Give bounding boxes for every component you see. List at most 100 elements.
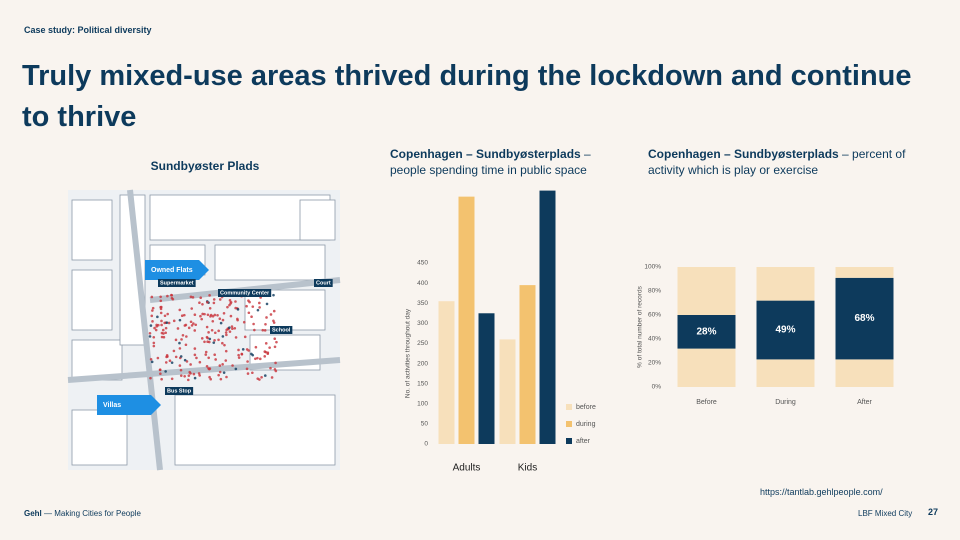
y-tick-label: 0 — [424, 441, 428, 448]
map-activity-dot — [154, 328, 158, 332]
map-activity-dot — [190, 307, 194, 310]
map-activity-dot — [218, 370, 222, 374]
map-activity-dot — [260, 376, 263, 379]
y-tick-label: 100 — [417, 400, 428, 407]
map-activity-dot — [222, 371, 226, 374]
map-activity-dot — [150, 295, 154, 299]
map-activity-dot — [234, 367, 238, 371]
data-label: 49% — [775, 325, 795, 336]
map-activity-dot — [228, 299, 232, 302]
map-activity-dot — [212, 341, 216, 344]
map-activity-dot — [274, 361, 277, 365]
x-tick-label: Adults — [453, 463, 481, 474]
map-activity-dot — [155, 323, 158, 327]
x-tick-label: Before — [696, 399, 717, 406]
map-activity-dot — [264, 322, 267, 326]
bar-segment — [835, 267, 894, 278]
map-activity-dot — [225, 333, 228, 337]
map-activity-dot — [200, 317, 203, 321]
map-activity-dot — [185, 335, 188, 338]
map-activity-dot — [150, 360, 154, 364]
map-title: Sundbyøster Plads — [150, 159, 260, 173]
map-activity-dot — [251, 305, 255, 308]
map-activity-dot — [231, 364, 234, 367]
map-activity-dot — [236, 318, 239, 322]
map-activity-dot — [243, 335, 247, 339]
bar-segment — [756, 267, 815, 301]
data-label: 28% — [696, 326, 716, 337]
map-activity-dot — [187, 326, 191, 330]
map-activity-dot — [164, 326, 168, 330]
map-activity-dot — [211, 319, 215, 323]
map-activity-dot — [208, 307, 212, 310]
callout — [97, 395, 161, 415]
brand: Gehl — [24, 509, 42, 518]
map-activity-dot — [228, 303, 231, 307]
map-activity-dot — [180, 338, 183, 341]
callout-label: Owned Flats — [151, 267, 193, 274]
bar — [438, 301, 455, 444]
map-activity-dot — [148, 335, 152, 338]
map-activity-dot — [206, 301, 209, 304]
map-activity-dot — [178, 347, 182, 350]
map-activity-dot — [183, 358, 187, 362]
callout-label: Villas — [103, 402, 121, 409]
map-activity-dot — [159, 295, 162, 299]
map-activity-dot — [201, 312, 204, 316]
map-activity-dot — [268, 346, 271, 349]
map-building — [174, 394, 336, 466]
map-activity-dot — [151, 320, 154, 323]
map-activity-dot — [193, 347, 197, 350]
map-tag-label: Community Center — [220, 290, 270, 296]
map-activity-dot — [163, 321, 166, 325]
map-tag — [158, 279, 196, 287]
map-activity-dot — [203, 340, 206, 344]
map-activity-dot — [205, 335, 209, 339]
bar-segment — [677, 315, 736, 349]
map-activity-dot — [148, 331, 152, 335]
y-tick-label: 350 — [417, 300, 428, 307]
map-activity-dot — [189, 295, 193, 299]
map-activity-dot — [198, 374, 201, 377]
map-activity-dot — [162, 335, 166, 339]
x-tick-label: After — [857, 399, 872, 406]
map-activity-dot — [183, 374, 186, 378]
map-building — [71, 269, 113, 331]
bar-segment — [677, 348, 736, 387]
map-activity-dot — [256, 377, 260, 380]
map-activity-dot — [256, 356, 259, 360]
map-activity-dot — [210, 328, 214, 332]
map-activity-dot — [206, 340, 209, 344]
y-tick-label: 100% — [644, 264, 661, 271]
map-activity-dot — [217, 329, 220, 333]
map-activity-dot — [174, 338, 178, 342]
callout — [145, 260, 209, 280]
map-activity-dot — [264, 342, 268, 345]
map-activity-dot — [273, 345, 277, 349]
map-activity-dot — [214, 358, 217, 361]
map-activity-dot — [176, 327, 180, 330]
slide-title: Truly mixed-use areas thrived during the… — [22, 60, 912, 133]
map-activity-dot — [273, 337, 277, 341]
map-building — [71, 339, 123, 381]
map-activity-dot — [258, 357, 262, 361]
legend-swatch — [566, 421, 572, 427]
map-activity-dot — [237, 353, 240, 357]
data-label: 68% — [854, 313, 874, 324]
tagline: — Making Cities for People — [44, 509, 141, 518]
map-activity-dot — [245, 348, 249, 351]
map-activity-dot — [256, 308, 260, 312]
map-activity-dot — [222, 312, 226, 315]
map-building — [71, 199, 113, 261]
source-url[interactable]: https://tantlab.gehlpeople.com/ — [760, 487, 883, 497]
map-activity-dot — [160, 323, 163, 327]
map-activity-dot — [161, 328, 165, 332]
map-activity-dot — [223, 343, 226, 347]
map-activity-dot — [152, 341, 156, 345]
map-activity-dot — [237, 348, 240, 352]
map-tag — [270, 326, 293, 334]
map-activity-dot — [203, 312, 206, 316]
y-tick-label: 250 — [417, 340, 428, 347]
map-activity-dot — [265, 302, 269, 306]
